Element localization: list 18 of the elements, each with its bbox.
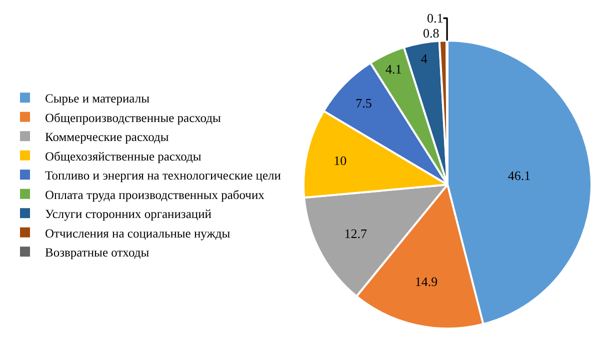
legend-label: Топливо и энергия на технологические цели: [45, 168, 282, 182]
legend-label: Возвратные отходы: [45, 246, 150, 260]
data-label: 4.1: [385, 61, 402, 76]
data-label: 4: [420, 51, 428, 66]
data-label: 46.1: [508, 168, 531, 184]
legend-label: Коммерческие расходы: [45, 130, 170, 144]
legend-label: Сырье и материалы: [45, 92, 150, 106]
data-label: 10: [334, 152, 347, 168]
legend-label: Общехозяйственные расходы: [45, 149, 202, 164]
data-label: 14.9: [414, 274, 438, 290]
data-label: 7.5: [356, 96, 372, 111]
legend-label: Оплата труда производственных рабочих: [45, 188, 266, 202]
legend-label: Отчисления на социальные нужды: [45, 226, 231, 240]
legend-label: Услуги сторонних организаций: [45, 207, 212, 221]
legend-label: Общепроизводственные расходы: [45, 110, 222, 125]
data-label: 0.8: [422, 26, 440, 41]
data-label: 12.7: [344, 226, 368, 241]
data-label: 0.1: [427, 10, 444, 26]
